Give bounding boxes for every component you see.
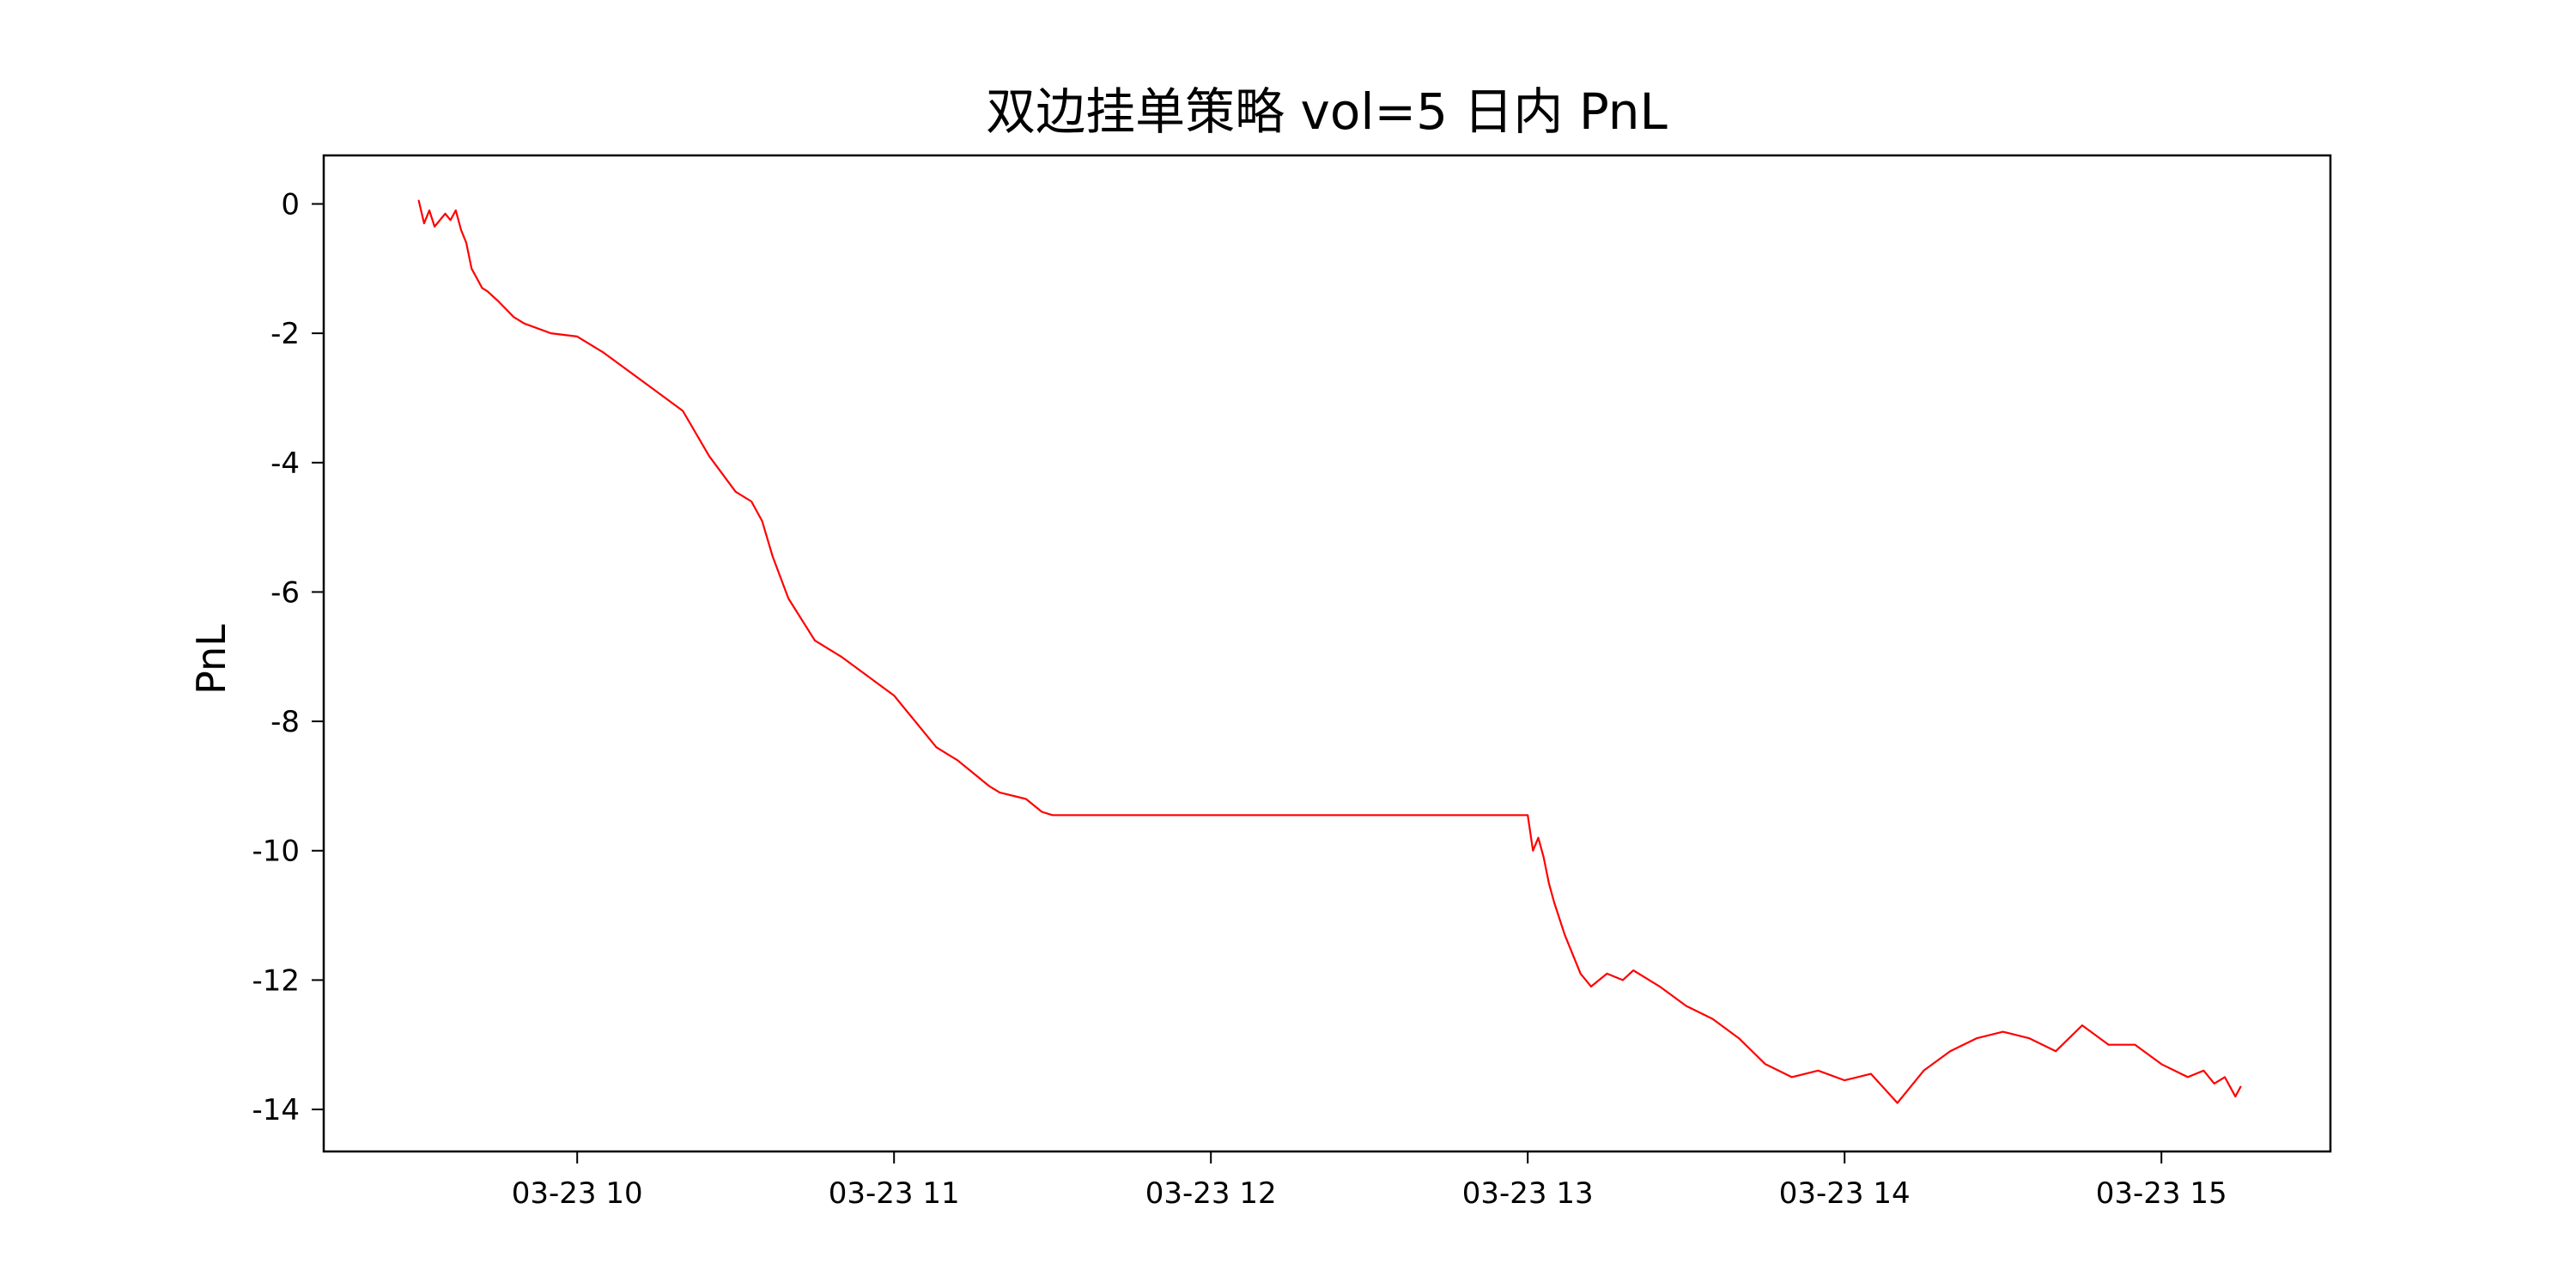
y-axis-label: PnL — [188, 624, 234, 695]
x-tick-label: 03-23 14 — [1779, 1176, 1911, 1211]
y-tick-label: -8 — [270, 705, 300, 739]
x-tick-label: 03-23 10 — [512, 1176, 643, 1211]
x-tick-label: 03-23 11 — [829, 1176, 960, 1211]
x-tick-label: 03-23 12 — [1145, 1176, 1277, 1211]
x-axis: 03-23 10 03-23 11 03-23 12 03-23 13 03-23 14… — [512, 1151, 2227, 1211]
y-tick-label: 0 — [281, 187, 300, 222]
chart-title: 双边挂单策略 vol=5 日内 PnL — [986, 82, 1668, 141]
x-tick-label: 03-23 15 — [2096, 1176, 2227, 1211]
y-axis: 0 -2 -4 -6 -8 -10 -12 -14 — [252, 187, 324, 1127]
y-tick-label: -12 — [252, 963, 300, 998]
y-tick-label: -2 — [270, 317, 300, 351]
y-tick-label: -4 — [270, 447, 300, 481]
pnl-series-line — [417, 199, 2242, 1104]
y-tick-label: -6 — [270, 575, 300, 610]
y-tick-label: -10 — [252, 835, 300, 869]
y-tick-label: -14 — [252, 1093, 300, 1127]
plot-frame — [322, 154, 2332, 1153]
x-tick-label: 03-23 13 — [1462, 1176, 1594, 1211]
